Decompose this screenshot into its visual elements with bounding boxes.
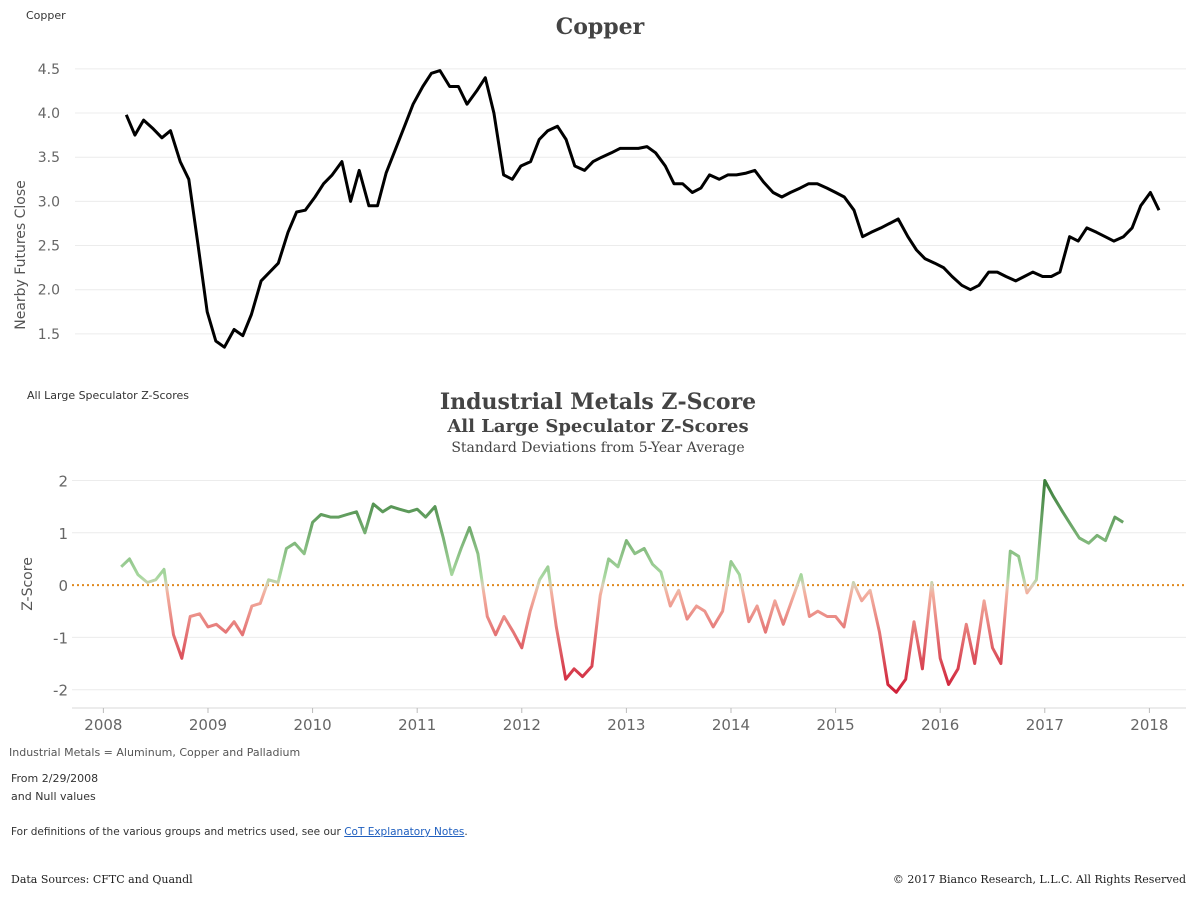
definitions-note-suffix: . [464,826,468,838]
date-range-line-1: From 2/29/2008 [11,772,99,785]
zscore-chart-subtitle-2: Standard Deviations from 5-Year Average [451,440,745,456]
zscore-x-tick-label: 2014 [712,716,750,734]
top-sheet-label: Copper [26,9,66,22]
definitions-note-prefix: For definitions of the various groups an… [11,826,345,838]
copper-y-axis-label: Nearby Futures Close [13,180,29,330]
copper-y-axis: 1.5 2.0 2.5 3.0 3.5 4.0 4.5 [38,62,60,343]
zscore-x-tick-label: 2018 [1130,716,1168,734]
data-sources: Data Sources: CFTC and Quandl [11,873,193,886]
zscore-y-tick-label: 2 [58,472,68,490]
copper-y-tick-label: 2.0 [38,283,60,299]
definitions-note: For definitions of the various groups an… [11,826,468,838]
zscore-y-tick-label: -1 [53,629,68,647]
zscore-x-tick-label: 2009 [189,716,227,734]
zscore-x-tick-label: 2016 [921,716,959,734]
cot-explanatory-notes-link[interactable]: CoT Explanatory Notes [344,826,465,838]
industrial-metals-definition: Industrial Metals = Aluminum, Copper and… [9,746,301,759]
zscore-x-tick-label: 2008 [84,716,122,734]
zscore-chart: 2 1 0 -1 -2 2008 2009 2010 2011 2012 2013 2014 2015… [20,472,1186,734]
copper-y-tick-label: 3.0 [38,194,60,210]
zscore-chart-subtitle: All Large Speculator Z-Scores [447,416,749,437]
copper-price-line [124,69,1161,349]
zscore-y-tick-label: -2 [53,682,68,700]
zscore-y-axis-label: Z-Score [20,557,36,611]
zscore-x-tick-label: 2015 [816,716,854,734]
date-range-line-2: and Null values [11,790,96,803]
zscore-line [120,479,1124,694]
zscore-chart-title: Industrial Metals Z-Score [439,389,757,415]
zscore-x-tick-label: 2017 [1026,716,1064,734]
copper-y-tick-label: 3.5 [38,150,60,166]
zscore-sheet-label: All Large Speculator Z-Scores [27,389,190,402]
zscore-y-tick-label: 1 [58,525,68,543]
copper-grid [75,68,1186,335]
zscore-y-tick-label: 0 [58,577,68,595]
copper-y-tick-label: 4.0 [38,106,60,122]
zscore-y-axis: 2 1 0 -1 -2 [53,472,68,699]
zscore-x-tick-label: 2013 [607,716,645,734]
zscore-x-tick-label: 2010 [293,716,331,734]
copper-y-tick-label: 4.5 [38,62,60,78]
zscore-grid [72,479,1186,691]
zscore-x-axis: 2008 2009 2010 2011 2012 2013 2014 2015 2016 2017… [72,707,1186,734]
copper-chart-title: Copper [555,14,645,40]
copper-y-tick-label: 1.5 [38,327,60,343]
copyright: © 2017 Bianco Research, L.L.C. All Right… [892,873,1186,886]
zscore-x-tick-label: 2012 [503,716,541,734]
copper-chart: 1.5 2.0 2.5 3.0 3.5 4.0 4.5 Nearby Futures Clo… [13,62,1186,349]
copper-y-tick-label: 2.5 [38,239,60,255]
zscore-x-tick-label: 2011 [398,716,436,734]
